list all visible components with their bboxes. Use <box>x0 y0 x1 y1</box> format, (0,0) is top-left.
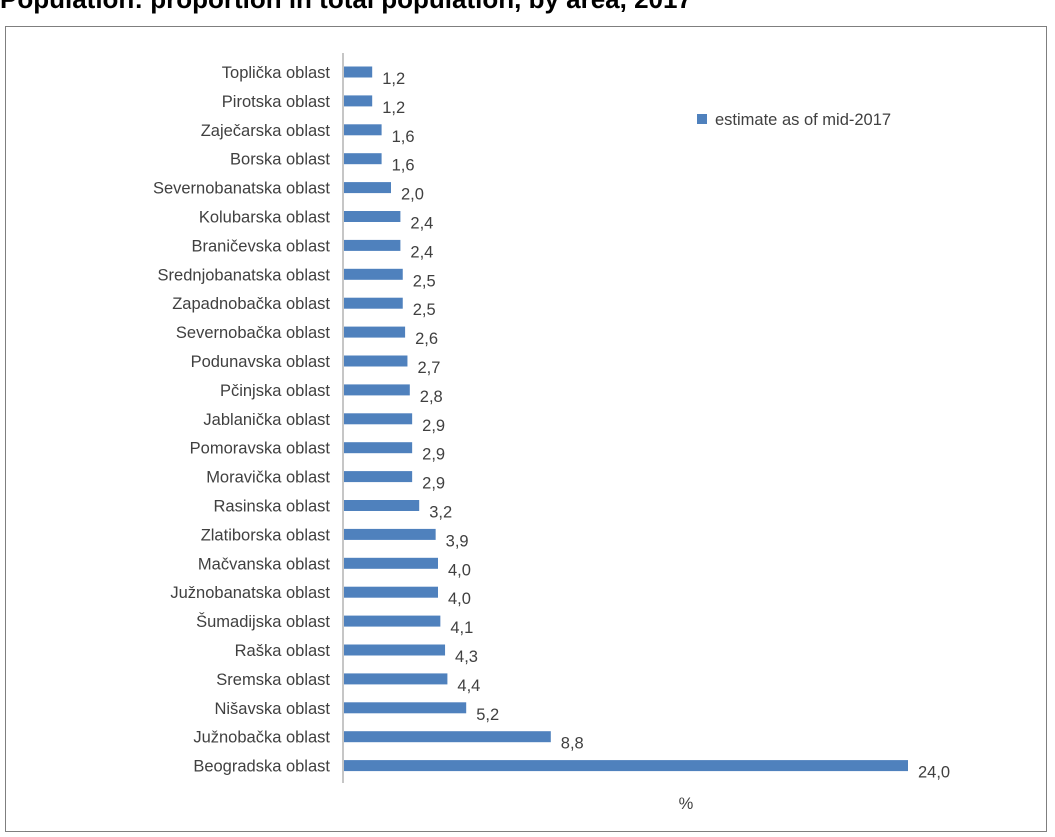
bar <box>344 66 373 78</box>
value-label: 3,9 <box>446 532 469 550</box>
bar <box>344 673 448 685</box>
value-label: 1,2 <box>382 99 405 117</box>
value-label: 8,8 <box>561 735 584 753</box>
value-label: 2,4 <box>410 243 433 261</box>
bar <box>344 471 413 483</box>
category-label: Zaječarska oblast <box>201 122 331 140</box>
bar <box>344 557 438 569</box>
bar <box>344 355 408 367</box>
legend: estimate as of mid-2017 <box>697 111 891 129</box>
category-label: Kolubarska oblast <box>199 209 331 227</box>
value-label: 2,4 <box>410 215 433 233</box>
category-label: Braničevska oblast <box>192 237 331 255</box>
page-title: Population: proportion in total populati… <box>0 0 692 15</box>
bar <box>344 182 391 194</box>
value-label: 4,1 <box>450 619 473 637</box>
category-label: Nišavska oblast <box>214 700 330 718</box>
bar <box>344 644 446 656</box>
value-label: 2,7 <box>417 359 440 377</box>
category-label: Rasinska oblast <box>214 498 331 516</box>
category-label: Sremska oblast <box>216 671 330 689</box>
value-label: 24,0 <box>918 764 950 782</box>
category-label: Šumadijska oblast <box>196 612 330 631</box>
bar <box>344 384 410 396</box>
bar-chart: Toplička oblast Pirotska oblast Zaječarska… <box>153 53 950 813</box>
bar <box>344 124 382 136</box>
bar <box>344 239 401 251</box>
bar <box>344 413 413 425</box>
value-label: 1,2 <box>382 70 405 88</box>
legend-swatch <box>697 114 707 124</box>
category-label: Mačvanska oblast <box>198 555 330 573</box>
category-label: Borska oblast <box>230 151 330 169</box>
bar <box>344 731 551 743</box>
bars-group <box>344 66 908 772</box>
chart-frame: Toplička oblast Pirotska oblast Zaječarska… <box>5 26 1047 832</box>
bar <box>344 442 413 454</box>
value-label: 2,9 <box>422 475 445 493</box>
category-labels: Toplička oblast Pirotska oblast Zaječarska… <box>153 64 330 776</box>
category-label: Jablanička oblast <box>203 411 330 429</box>
category-label: Srednjobanatska oblast <box>158 266 331 284</box>
category-label: Beogradska oblast <box>193 758 330 776</box>
category-label: Južnobačka oblast <box>193 729 330 747</box>
value-label: 2,9 <box>422 446 445 464</box>
category-label: Zapadnobačka oblast <box>172 295 330 313</box>
value-label: 2,6 <box>415 330 438 348</box>
value-label: 2,5 <box>413 301 436 319</box>
value-label: 2,8 <box>420 388 443 406</box>
value-label: 3,2 <box>429 504 452 522</box>
bar <box>344 528 436 540</box>
bar <box>344 153 382 165</box>
category-label: Toplička oblast <box>222 64 331 82</box>
bar <box>344 615 441 627</box>
value-label: 2,9 <box>422 417 445 435</box>
bar <box>344 760 908 772</box>
value-label: 5,2 <box>476 706 499 724</box>
value-label: 4,4 <box>457 677 480 695</box>
category-label: Pirotska oblast <box>222 93 331 111</box>
category-label: Pčinjska oblast <box>220 382 330 400</box>
value-label: 4,0 <box>448 561 471 579</box>
value-label: 1,6 <box>392 128 415 146</box>
value-label: 2,5 <box>413 272 436 290</box>
bar <box>344 95 373 107</box>
bar <box>344 326 406 338</box>
value-label: 4,3 <box>455 648 478 666</box>
category-label: Severnobačka oblast <box>176 324 331 342</box>
value-label: 1,6 <box>392 157 415 175</box>
category-label: Moravička oblast <box>206 469 330 487</box>
bar <box>344 211 401 222</box>
bar <box>344 586 438 598</box>
bar <box>344 268 403 280</box>
value-label: 2,0 <box>401 186 424 204</box>
category-label: Podunavska oblast <box>191 353 331 371</box>
category-label: Raška oblast <box>235 642 331 660</box>
x-axis-title: % <box>679 795 694 813</box>
bar <box>344 500 420 511</box>
category-label: Južnobanatska oblast <box>170 584 330 602</box>
category-label: Zlatiborska oblast <box>201 526 331 544</box>
category-label: Severnobanatska oblast <box>153 180 330 198</box>
value-labels: 1,2 1,2 1,6 1,6 2,0 2,4 2,4 2,5 2,5 2,6 2,7 2,8 2,9 2… <box>382 70 950 782</box>
value-label: 4,0 <box>448 590 471 608</box>
bar <box>344 297 403 309</box>
legend-label: estimate as of mid-2017 <box>715 111 891 129</box>
bar <box>344 702 467 714</box>
category-label: Pomoravska oblast <box>190 440 331 458</box>
